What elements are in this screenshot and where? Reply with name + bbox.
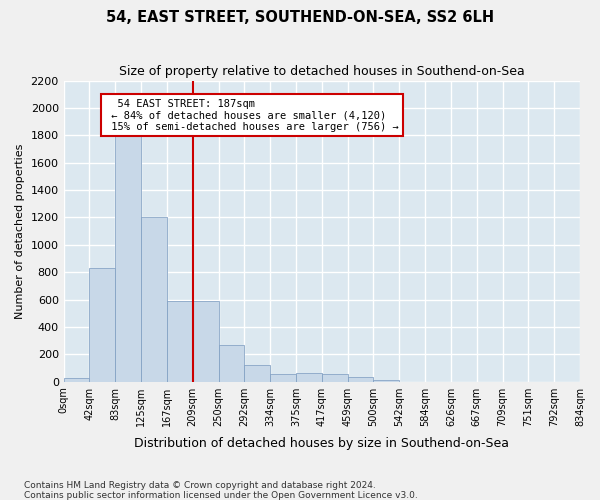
Text: Contains HM Land Registry data © Crown copyright and database right 2024.: Contains HM Land Registry data © Crown c… [24, 480, 376, 490]
Bar [296, 374, 322, 382]
Text: Contains public sector information licensed under the Open Government Licence v3: Contains public sector information licen… [24, 490, 418, 500]
Bar [89, 268, 115, 382]
Y-axis label: Number of detached properties: Number of detached properties [15, 144, 25, 319]
Bar [373, 380, 399, 382]
Bar [115, 136, 141, 382]
Bar [347, 377, 373, 382]
Bar [322, 374, 347, 382]
Bar [141, 218, 167, 382]
Bar [167, 301, 193, 382]
Title: Size of property relative to detached houses in Southend-on-Sea: Size of property relative to detached ho… [119, 65, 525, 78]
Text: 54 EAST STREET: 187sqm
 ← 84% of detached houses are smaller (4,120)
 15% of sem: 54 EAST STREET: 187sqm ← 84% of detached… [105, 98, 399, 132]
Text: 54, EAST STREET, SOUTHEND-ON-SEA, SS2 6LH: 54, EAST STREET, SOUTHEND-ON-SEA, SS2 6L… [106, 10, 494, 25]
Bar [270, 374, 296, 382]
Bar [244, 365, 270, 382]
X-axis label: Distribution of detached houses by size in Southend-on-Sea: Distribution of detached houses by size … [134, 437, 509, 450]
Bar [218, 344, 244, 382]
Bar [64, 378, 89, 382]
Bar [193, 301, 218, 382]
